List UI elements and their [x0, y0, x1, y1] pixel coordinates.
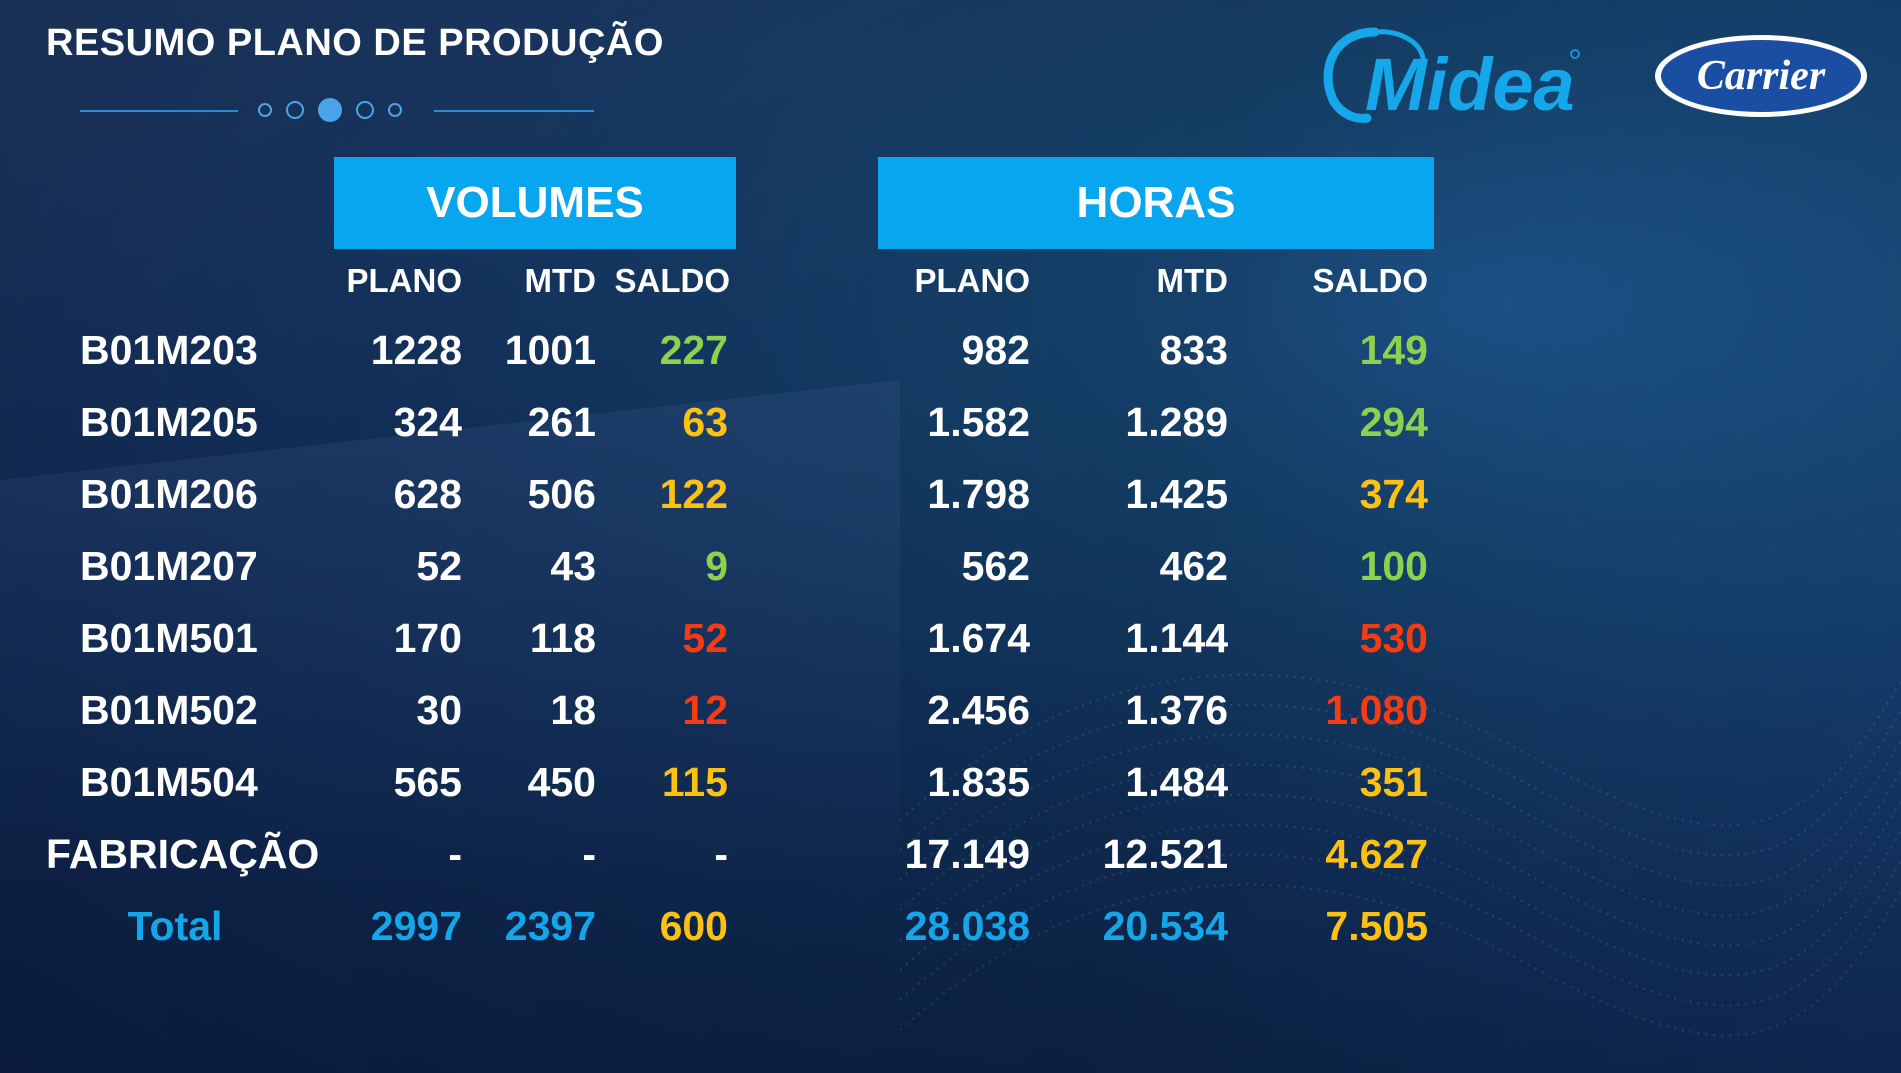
horas-plano-cell: 28.038 — [904, 903, 1030, 949]
table-row: B01M205 324 261 63 1.582 1.289 294 — [0, 392, 1901, 452]
horas-plano-cell: 562 — [961, 543, 1030, 589]
horas-col-saldo: SALDO — [1312, 262, 1429, 299]
volumes-mtd-cell: 506 — [527, 471, 596, 517]
volumes-mtd-cell: 43 — [550, 543, 596, 589]
volumes-plano-cell: 170 — [393, 615, 462, 661]
row-label: B01M203 — [80, 327, 258, 373]
table-row: B01M504 565 450 115 1.835 1.484 351 — [0, 752, 1901, 812]
horas-plano-cell: 1.674 — [927, 615, 1030, 661]
row-label: B01M502 — [80, 687, 258, 733]
volumes-saldo-cell: 115 — [661, 759, 728, 805]
volumes-saldo-cell: 227 — [659, 327, 728, 373]
row-label: B01M207 — [80, 543, 258, 589]
carrier-logo: Carrier — [1655, 35, 1867, 117]
horas-mtd-cell: 1.289 — [1125, 399, 1228, 445]
horas-mtd-cell: 12.521 — [1102, 831, 1228, 877]
table-row: B01M203 1228 1001 227 982 833 149 — [0, 320, 1901, 380]
horas-mtd-cell: 20.534 — [1102, 903, 1228, 949]
volumes-plano-cell: 628 — [393, 471, 462, 517]
horas-plano-cell: 17.149 — [904, 831, 1030, 877]
volumes-plano-cell: 565 — [393, 759, 462, 805]
table-row: B01M207 52 43 9 562 462 100 — [0, 536, 1901, 596]
horas-mtd-cell: 1.484 — [1125, 759, 1228, 805]
row-label: B01M504 — [80, 759, 258, 805]
svg-text:Midea: Midea — [1365, 43, 1575, 126]
volumes-saldo-cell: 12 — [682, 687, 728, 733]
horas-saldo-cell: 4.627 — [1325, 831, 1428, 877]
horas-saldo-cell: 149 — [1359, 327, 1428, 373]
svg-text:Carrier: Carrier — [1697, 53, 1826, 99]
volumes-saldo-cell: 52 — [682, 615, 728, 661]
slide-indicator — [258, 98, 402, 122]
midea-logo: Midea — [1323, 27, 1580, 126]
volumes-plano-cell: 2997 — [370, 903, 462, 949]
row-label: B01M205 — [80, 399, 258, 445]
volumes-mtd-cell: 450 — [527, 759, 596, 805]
horas-saldo-cell: 1.080 — [1325, 687, 1428, 733]
table-row: B01M502 30 18 12 2.456 1.376 1.080 — [0, 680, 1901, 740]
volumes-mtd-cell: 18 — [550, 687, 596, 733]
row-label: B01M206 — [80, 471, 258, 517]
horas-mtd-cell: 1.144 — [1125, 615, 1228, 661]
volumes-saldo-cell: 9 — [705, 543, 728, 589]
volumes-saldo-cell: 63 — [682, 399, 728, 445]
horas-plano-cell: 982 — [961, 327, 1030, 373]
volumes-mtd-cell: 1001 — [504, 327, 596, 373]
horas-mtd-cell: 462 — [1159, 543, 1228, 589]
table-row: B01M501 170 118 52 1.674 1.144 530 — [0, 608, 1901, 668]
horas-plano-cell: 1.582 — [927, 399, 1030, 445]
slide-dot[interactable] — [388, 103, 402, 117]
horas-plano-cell: 2.456 — [927, 687, 1030, 733]
volumes-mtd-cell: - — [582, 831, 596, 877]
total-row: Total 2997 2397 600 28.038 20.534 7.505 — [0, 896, 1901, 956]
horas-saldo-cell: 374 — [1359, 471, 1428, 517]
volumes-header: VOLUMES — [334, 157, 736, 249]
row-label: FABRICAÇÃO — [46, 831, 320, 877]
page-title: RESUMO PLANO DE PRODUÇÃO — [46, 22, 664, 64]
volumes-saldo-cell: 600 — [659, 903, 728, 949]
horas-saldo-cell: 530 — [1359, 615, 1428, 661]
volumes-plano-cell: 1228 — [370, 327, 462, 373]
horas-saldo-cell: 294 — [1359, 399, 1428, 445]
horas-plano-cell: 1.835 — [927, 759, 1030, 805]
table-row: FABRICAÇÃO - - - 17.149 12.521 4.627 — [0, 824, 1901, 884]
volumes-plano-cell: 52 — [416, 543, 462, 589]
title-divider-right — [434, 110, 594, 112]
horas-saldo-cell: 100 — [1359, 543, 1428, 589]
volumes-plano-cell: 324 — [393, 399, 462, 445]
horas-mtd-cell: 1.376 — [1125, 687, 1228, 733]
volumes-col-mtd: MTD — [524, 262, 596, 299]
horas-saldo-cell: 351 — [1359, 759, 1428, 805]
volumes-mtd-cell: 2397 — [504, 903, 596, 949]
table-row: B01M206 628 506 122 1.798 1.425 374 — [0, 464, 1901, 524]
volumes-plano-cell: 30 — [416, 687, 462, 733]
horas-plano-cell: 1.798 — [927, 471, 1030, 517]
volumes-mtd-cell: 261 — [527, 399, 596, 445]
horas-mtd-cell: 833 — [1159, 327, 1228, 373]
total-label: Total — [127, 903, 223, 949]
volumes-mtd-cell: 118 — [529, 615, 596, 661]
horas-col-mtd: MTD — [1156, 262, 1228, 299]
slide-dot-active[interactable] — [318, 98, 342, 122]
slide-dot[interactable] — [258, 103, 272, 117]
row-label: B01M501 — [80, 615, 258, 661]
horas-header: HORAS — [878, 157, 1434, 249]
volumes-saldo-cell: 122 — [659, 471, 728, 517]
slide-dot[interactable] — [286, 101, 304, 119]
volumes-saldo-cell: - — [714, 831, 728, 877]
volumes-plano-cell: - — [448, 831, 462, 877]
horas-col-plano: PLANO — [914, 262, 1031, 299]
horas-mtd-cell: 1.425 — [1125, 471, 1228, 517]
title-divider-left — [80, 110, 238, 112]
volumes-col-saldo: SALDO — [614, 262, 731, 299]
volumes-col-plano: PLANO — [346, 262, 463, 299]
horas-saldo-cell: 7.505 — [1325, 903, 1428, 949]
slide-dot[interactable] — [356, 101, 374, 119]
